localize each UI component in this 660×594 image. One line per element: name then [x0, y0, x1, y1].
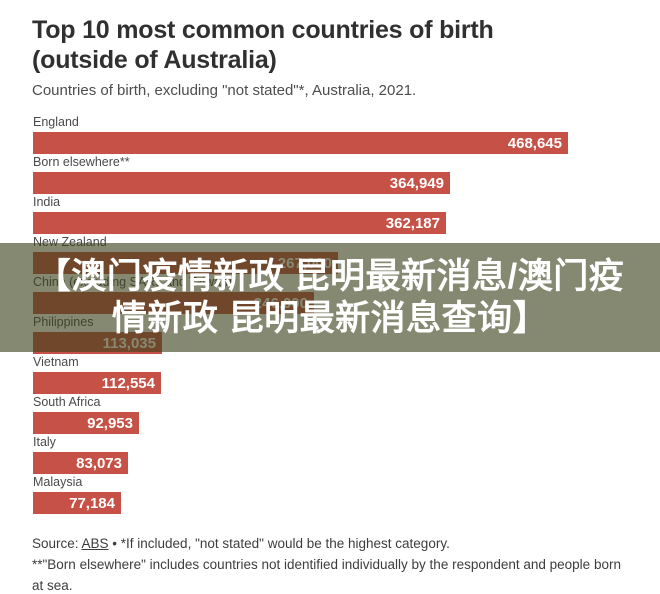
footer-line2: **"Born elsewhere" includes countries no… [32, 556, 621, 593]
value-label: 83,073 [76, 454, 122, 472]
chart-row: England 468,645 [33, 115, 660, 155]
chart-row: South Africa 92,953 [33, 395, 660, 435]
value-label: 112,554 [101, 374, 155, 392]
value-label: 468,645 [507, 134, 562, 152]
watermark-overlay: 【澳门疫情新政 昆明最新消息/澳门疫情新政 昆明最新消息查询】 [0, 243, 660, 352]
value-bar: 362,187 [33, 212, 446, 234]
footer-line1: Source: ABS • *If included, "not stated"… [32, 534, 630, 555]
country-label: Italy [33, 435, 56, 449]
chart-row: Born elsewhere** 364,949 [33, 155, 660, 195]
value-bar: 83,073 [33, 452, 128, 474]
value-bar: 112,554 [33, 372, 161, 394]
footnote-1: • *If included, "not stated" would be th… [108, 536, 450, 551]
country-label: Vietnam [33, 355, 79, 369]
chart-row: India 362,187 [33, 195, 660, 235]
country-label: India [33, 195, 61, 209]
value-bar: 92,953 [33, 412, 139, 434]
country-label: Born elsewhere** [33, 155, 130, 169]
country-label: South Africa [33, 395, 101, 409]
value-label: 362,187 [385, 214, 440, 232]
chart-row: Italy 83,073 [33, 435, 660, 475]
watermark-text: 【澳门疫情新政 昆明最新消息/澳门疫情新政 昆明最新消息查询】 [35, 256, 625, 338]
chart-title-line2: (outside of Australia) [32, 45, 277, 74]
value-label: 92,953 [87, 414, 133, 432]
value-label: 77,184 [69, 494, 115, 512]
value-label: 364,949 [389, 174, 444, 192]
chart-subtitle: Countries of birth, excluding "not state… [32, 82, 417, 99]
chart-row: Malaysia 77,184 [33, 475, 660, 515]
chart-row: Vietnam 112,554 [33, 355, 660, 395]
country-label: Malaysia [33, 475, 83, 489]
chart-title-line1: Top 10 most common countries of birth [32, 16, 494, 44]
value-bar: 77,184 [33, 492, 121, 514]
source-label: Source: [32, 536, 82, 551]
value-bar: 468,645 [33, 132, 568, 154]
country-label: England [33, 115, 79, 129]
source-link-abs[interactable]: ABS [81, 536, 109, 551]
chart-title: Top 10 most common countries of birth (o… [32, 16, 624, 75]
chart-header: Top 10 most common countries of birth (o… [0, 0, 660, 99]
footer-notes: Source: ABS • *If included, "not stated"… [32, 534, 630, 594]
value-bar: 364,949 [33, 172, 450, 194]
